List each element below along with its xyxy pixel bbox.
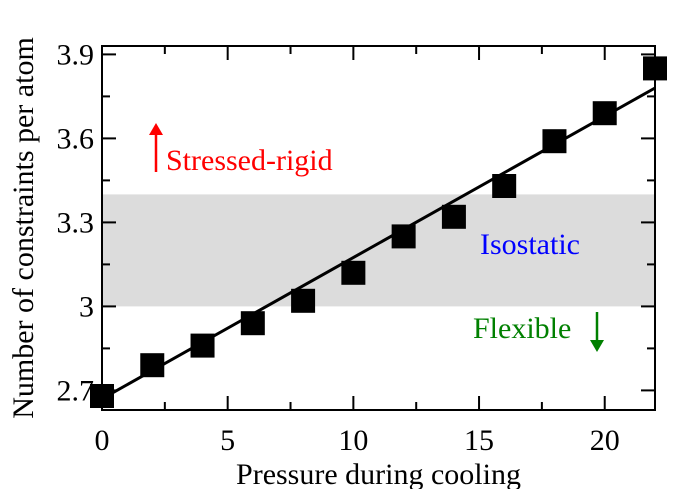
stressed-rigid-arrow-head bbox=[149, 123, 163, 135]
stressed-rigid-label: Stressed-rigid bbox=[166, 144, 333, 177]
data-point bbox=[190, 333, 215, 358]
x-tick-label: 5 bbox=[220, 424, 235, 457]
flexible-arrow-head bbox=[590, 340, 604, 352]
data-point bbox=[240, 311, 265, 336]
x-tick-label: 0 bbox=[95, 424, 110, 457]
data-point bbox=[592, 101, 617, 126]
data-point bbox=[341, 260, 366, 285]
flexible-label: Flexible bbox=[473, 312, 571, 345]
x-tick-label: 10 bbox=[338, 424, 368, 457]
y-tick-label: 3.6 bbox=[57, 122, 95, 155]
x-tick-label: 20 bbox=[590, 424, 620, 457]
data-point bbox=[492, 174, 517, 198]
isostatic-band bbox=[103, 194, 654, 307]
x-tick-label: 15 bbox=[464, 424, 494, 457]
y-tick-label: 3 bbox=[79, 290, 94, 323]
plot-frame bbox=[101, 45, 656, 411]
data-point bbox=[391, 224, 416, 249]
y-tick-label: 3.9 bbox=[57, 38, 95, 71]
data-point bbox=[542, 129, 567, 154]
y-axis-title: Number of constraints per atom bbox=[7, 37, 40, 419]
x-axis-title: Pressure during cooling bbox=[236, 458, 521, 489]
stressed-rigid-annotation: Stressed-rigid bbox=[149, 123, 333, 177]
data-point bbox=[291, 288, 316, 313]
y-tick-label: 3.3 bbox=[57, 206, 95, 239]
isostatic-label: Isostatic bbox=[480, 228, 580, 261]
y-tick-label: 2.7 bbox=[57, 374, 95, 407]
data-point bbox=[441, 204, 466, 229]
data-point bbox=[140, 353, 165, 378]
flexible-annotation: Flexible bbox=[473, 312, 604, 352]
